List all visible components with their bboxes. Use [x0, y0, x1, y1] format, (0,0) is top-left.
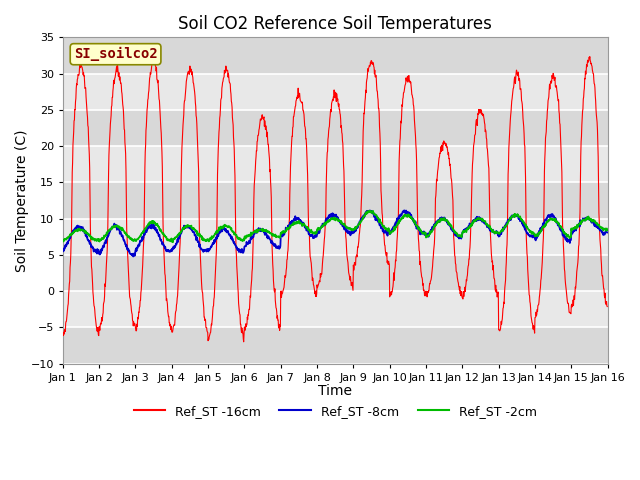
- Bar: [63, 37, 607, 73]
- Bar: [63, 219, 607, 255]
- Bar: [63, 110, 607, 146]
- Bar: [63, 73, 607, 110]
- Bar: [63, 146, 607, 182]
- Title: Soil CO2 Reference Soil Temperatures: Soil CO2 Reference Soil Temperatures: [179, 15, 492, 33]
- Bar: [63, 291, 607, 327]
- Bar: [63, 327, 607, 364]
- Bar: [63, 182, 607, 219]
- X-axis label: Time: Time: [318, 384, 352, 398]
- Legend: Ref_ST -16cm, Ref_ST -8cm, Ref_ST -2cm: Ref_ST -16cm, Ref_ST -8cm, Ref_ST -2cm: [129, 400, 542, 423]
- Y-axis label: Soil Temperature (C): Soil Temperature (C): [15, 129, 29, 272]
- Bar: [63, 255, 607, 291]
- Text: SI_soilco2: SI_soilco2: [74, 47, 157, 61]
